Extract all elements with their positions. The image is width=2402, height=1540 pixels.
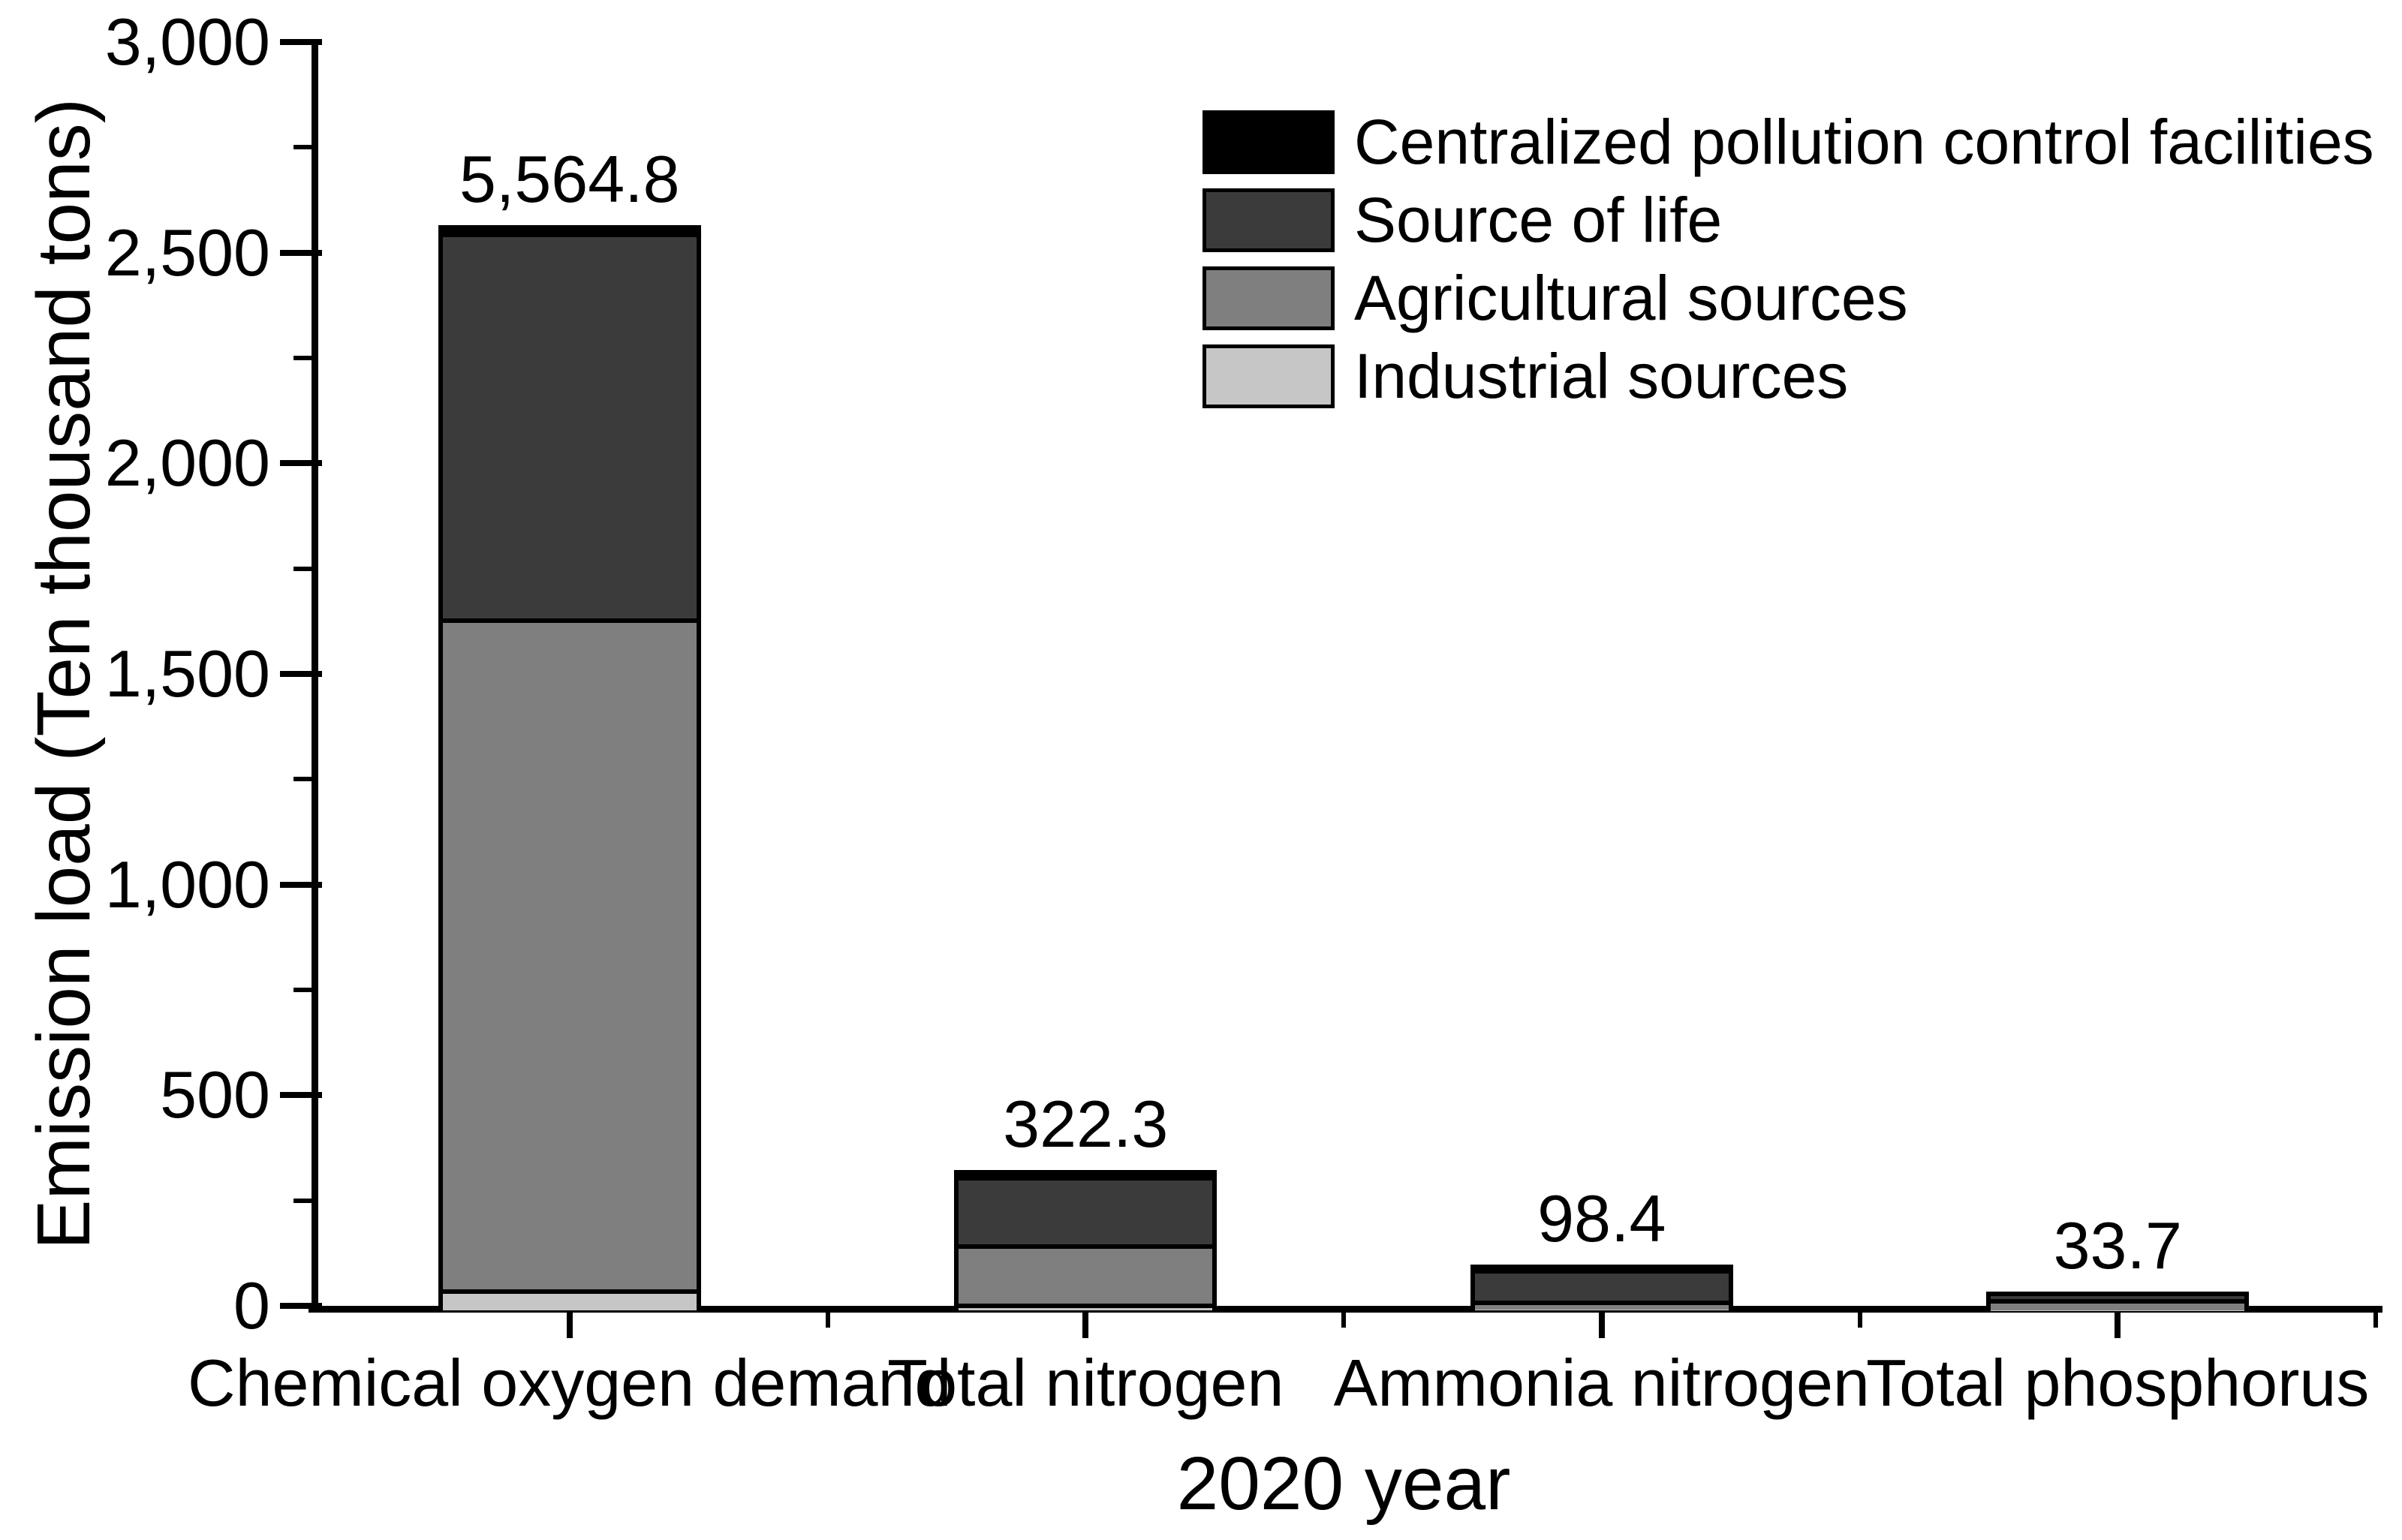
legend-label: Centralized pollution control facilities (1354, 107, 2374, 177)
bar-total-label: 98.4 (1537, 1181, 1666, 1256)
bar-4 (1986, 1292, 2250, 1310)
bar-segment (1474, 1269, 1729, 1301)
x-category-tick (566, 1313, 573, 1338)
x-category-tick (1598, 1313, 1605, 1338)
y-major-tick (280, 1092, 322, 1099)
y-major-tick (280, 39, 322, 45)
bar-1 (438, 225, 701, 1310)
bar-segment (1991, 1299, 2245, 1310)
x-category-label: Chemical oxygen demand (188, 1346, 952, 1420)
y-minor-tick (293, 777, 318, 782)
bar-segment (1474, 1300, 1729, 1310)
bar-segment (959, 1244, 1213, 1304)
y-major-tick (280, 249, 322, 256)
legend-label: Source of life (1354, 185, 1723, 255)
bar-segment (442, 1289, 697, 1310)
x-boundary-tick (2373, 1313, 2378, 1328)
legend-label: Industrial sources (1354, 341, 1849, 411)
y-minor-tick (293, 145, 318, 150)
bar-segment (959, 1304, 1213, 1310)
y-tick-label: 0 (233, 1268, 270, 1343)
x-boundary-tick (1857, 1313, 1862, 1328)
x-category-tick (1082, 1313, 1089, 1338)
legend-swatch-icon (1203, 344, 1335, 408)
y-minor-tick (293, 1198, 318, 1203)
y-tick-label: 500 (160, 1057, 270, 1132)
legend: Centralized pollution control facilities… (1203, 107, 2374, 411)
x-boundary-tick (825, 1313, 830, 1328)
legend-swatch-icon (1203, 266, 1335, 330)
bar-segment (442, 233, 697, 618)
legend-label: Agricultural sources (1354, 263, 1908, 333)
bar-total-label: 33.7 (2053, 1208, 2182, 1283)
y-tick-label: 3,000 (104, 5, 270, 79)
y-minor-tick (293, 988, 318, 992)
x-category-label: Ammonia nitrogen (1333, 1346, 1870, 1420)
x-axis-title: 2020 year (1176, 1442, 1511, 1526)
x-category-label: Total nitrogen (887, 1346, 1284, 1420)
y-major-tick (280, 671, 322, 677)
bar-segment (442, 230, 697, 233)
bar-segment (959, 1176, 1213, 1244)
y-minor-tick (293, 566, 318, 571)
y-minor-tick (293, 356, 318, 360)
y-axis-line (312, 42, 318, 1313)
bar-segment (1991, 1296, 2245, 1300)
y-major-tick (280, 881, 322, 888)
y-tick-label: 2,500 (104, 215, 270, 290)
x-axis-line (309, 1306, 2382, 1313)
bar-segment (442, 618, 697, 1290)
x-category-tick (2115, 1313, 2121, 1338)
legend-swatch-icon (1203, 188, 1335, 252)
x-boundary-tick (1341, 1313, 1346, 1328)
bar-total-label: 322.3 (1003, 1087, 1169, 1162)
y-tick-label: 1,000 (104, 847, 270, 922)
legend-swatch-icon (1203, 110, 1335, 174)
bar-2 (954, 1170, 1218, 1310)
y-major-tick (280, 1303, 322, 1309)
bar-segment (959, 1175, 1213, 1177)
legend-item: Source of life (1203, 185, 2374, 254)
y-tick-label: 2,000 (104, 426, 270, 501)
x-category-label: Total phosphorus (1866, 1346, 2370, 1420)
legend-item: Industrial sources (1203, 341, 2374, 411)
bar-3 (1470, 1264, 1733, 1310)
legend-item: Agricultural sources (1203, 263, 2374, 332)
y-major-tick (280, 460, 322, 467)
bar-total-label: 5,564.8 (459, 142, 680, 217)
legend-item: Centralized pollution control facilities (1203, 107, 2374, 176)
y-tick-label: 1,500 (104, 636, 270, 711)
